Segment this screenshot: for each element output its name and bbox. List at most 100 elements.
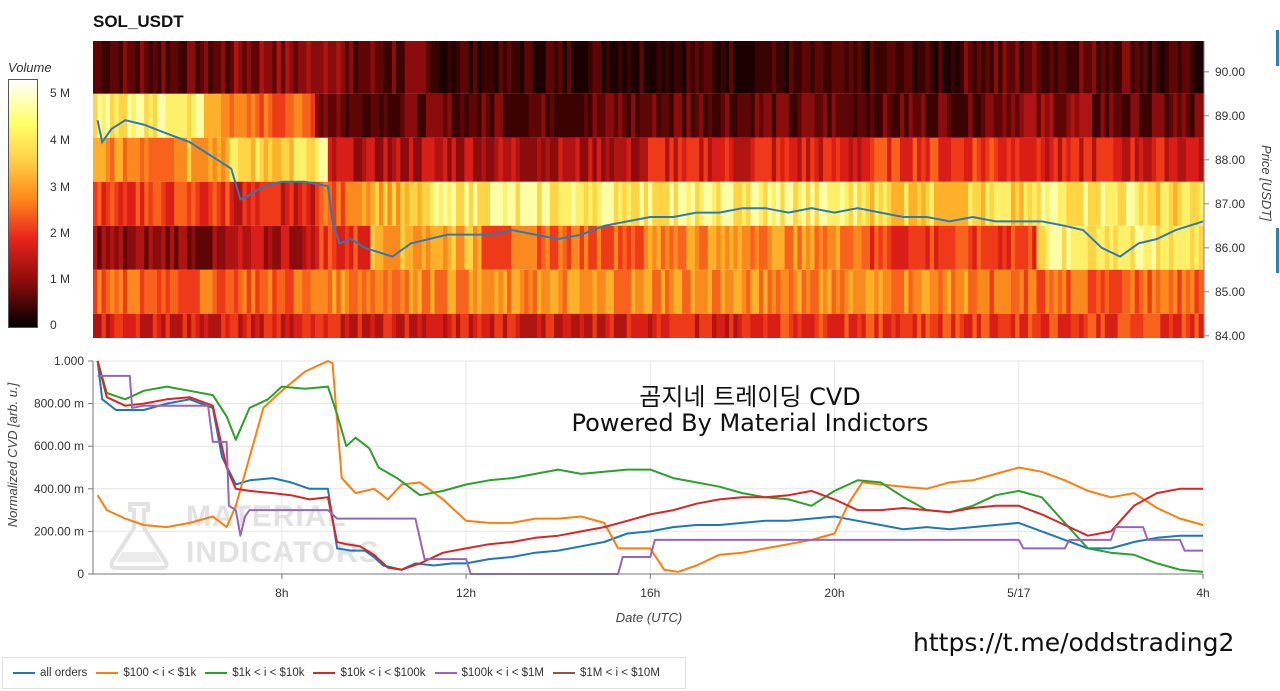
heatmap-cell	[152, 137, 158, 182]
heatmap-cell	[101, 41, 107, 94]
heatmap-cell	[1104, 225, 1110, 270]
heatmap-cell	[665, 269, 670, 314]
heatmap-cell	[934, 225, 939, 270]
heatmap-cell	[1092, 181, 1097, 226]
heatmap-cell	[938, 181, 944, 226]
heatmap-cell	[498, 225, 504, 270]
heatmap-cell	[1027, 225, 1033, 270]
legend-item[interactable]: $1M < i < $10M	[553, 667, 660, 679]
heatmap-cell	[1164, 93, 1170, 138]
heatmap-cell	[387, 93, 393, 138]
heatmap-cell	[263, 225, 269, 270]
heatmap-cell	[648, 225, 653, 270]
telegram-link[interactable]: https://t.me/oddstrading2	[913, 628, 1235, 657]
heatmap-cell	[374, 181, 380, 226]
heatmap-cell	[613, 225, 619, 270]
heatmap-cell	[771, 181, 777, 226]
heatmap-cell	[413, 181, 419, 226]
heatmap-cell	[981, 313, 986, 338]
heatmap-cell	[665, 137, 670, 182]
price-tick-label: 87.00	[1215, 197, 1245, 211]
heatmap-cell	[630, 137, 636, 182]
legend-item[interactable]: $100k < i < $1M	[434, 667, 544, 679]
heatmap-cell	[447, 41, 453, 94]
heatmap-cell	[1040, 181, 1046, 226]
heatmap-cell	[575, 41, 581, 94]
heatmap-cell	[690, 137, 696, 182]
heatmap-cell	[383, 93, 389, 138]
heatmap-cell	[408, 313, 414, 338]
heatmap-cell	[622, 41, 628, 94]
heatmap-cell	[519, 269, 525, 314]
heatmap-cell	[938, 137, 944, 182]
heatmap-cell	[805, 313, 811, 338]
legend-item[interactable]: $10k < i < $100k	[313, 667, 426, 679]
legend-item[interactable]: $100 < i < $1k	[96, 667, 196, 679]
heatmap-cell	[754, 181, 760, 226]
heatmap-cell	[963, 313, 969, 338]
heatmap-cell	[1177, 93, 1183, 138]
legend: all orders $100 < i < $1k $1k < i < $10k $1…	[2, 657, 686, 689]
heatmap-cell	[161, 313, 167, 338]
heatmap-cell	[592, 93, 598, 138]
heatmap-cell	[835, 225, 841, 270]
heatmap-cell	[1173, 313, 1178, 338]
heatmap-cell	[451, 93, 457, 138]
heatmap-cell	[712, 269, 717, 314]
heatmap-cell	[1185, 181, 1191, 226]
heatmap-cell	[208, 93, 214, 138]
heatmap-cell	[204, 313, 209, 338]
heatmap-cell	[494, 225, 500, 270]
legend-label: all orders	[40, 667, 88, 679]
toolbar-edge-mark[interactable]	[1276, 30, 1279, 66]
heatmap-cell	[592, 313, 598, 338]
heatmap-cell	[105, 181, 111, 226]
heatmap-cell	[1160, 313, 1166, 338]
x-tick-label: 20h	[825, 586, 845, 600]
heatmap-cell	[669, 225, 675, 270]
heatmap-cell	[626, 137, 632, 182]
heatmap-cell	[639, 93, 645, 138]
heatmap-cell	[502, 313, 508, 338]
heatmap-cell	[699, 137, 705, 182]
heatmap-cell	[502, 93, 508, 138]
heatmap-cell	[814, 269, 820, 314]
heatmap-cell	[233, 137, 239, 182]
heatmap-cell	[1027, 269, 1033, 314]
heatmap-cell	[899, 93, 905, 138]
heatmap-cell	[528, 93, 534, 138]
heatmap-cell	[852, 137, 858, 182]
toolbar-edge-mark[interactable]	[1276, 228, 1279, 273]
heatmap-cell	[1173, 137, 1178, 182]
heatmap-cell	[805, 137, 811, 182]
heatmap-cell	[110, 181, 115, 226]
heatmap-cell	[1168, 41, 1174, 94]
heatmap-cell	[276, 181, 282, 226]
heatmap-cell	[699, 41, 705, 94]
heatmap-cell	[712, 225, 717, 270]
heatmap-cell	[353, 313, 359, 338]
heatmap-cell	[720, 137, 726, 182]
heatmap-cell	[1113, 137, 1119, 182]
heatmap-cell	[1160, 41, 1166, 94]
heatmap-cell	[1015, 93, 1021, 138]
heatmap-cell	[831, 225, 837, 270]
heatmap-cell	[912, 41, 918, 94]
heatmap-cell	[1156, 313, 1161, 338]
heatmap-cell	[1113, 93, 1119, 138]
heatmap-cell	[571, 137, 577, 182]
heatmap-cell	[297, 137, 303, 182]
heatmap-cell	[750, 41, 756, 94]
heatmap-cell	[818, 41, 824, 94]
heatmap-cell	[387, 269, 393, 314]
heatmap-cell	[455, 225, 461, 270]
legend-item[interactable]: all orders	[13, 667, 87, 679]
heatmap-cell	[1092, 225, 1097, 270]
heatmap-cell	[477, 93, 483, 138]
legend-item[interactable]: $1k < i < $10k	[205, 667, 304, 679]
heatmap-cell	[502, 269, 508, 314]
heatmap-cell	[840, 181, 845, 226]
heatmap-cell	[1057, 137, 1063, 182]
